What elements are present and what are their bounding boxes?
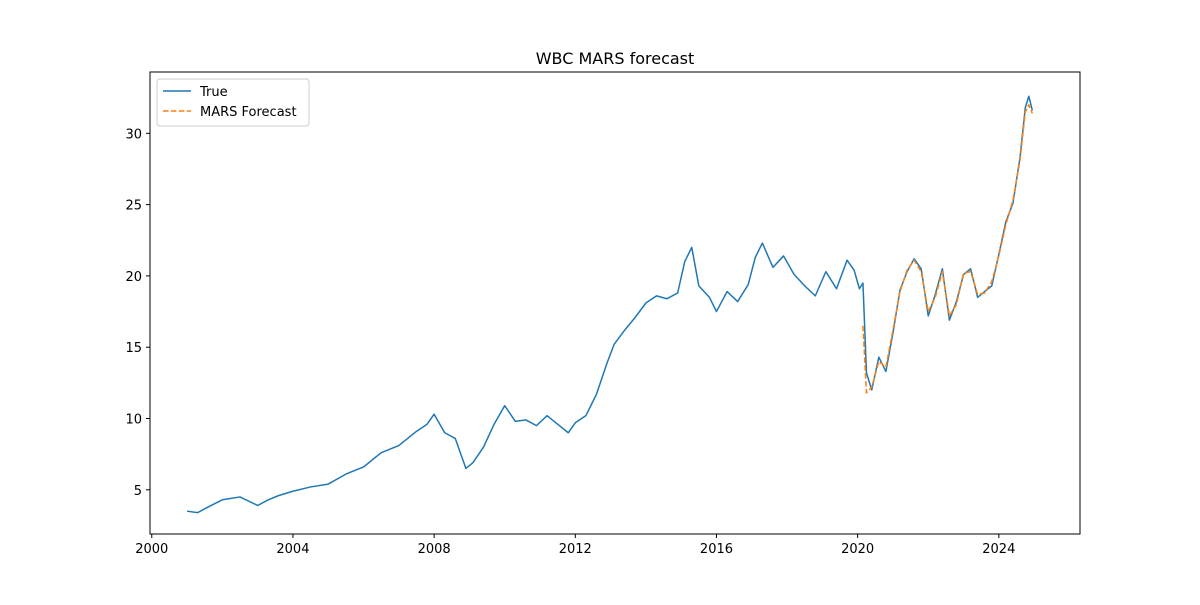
y-tick-label: 30 xyxy=(125,127,142,142)
y-tick-label: 20 xyxy=(125,270,142,285)
legend: True MARS Forecast xyxy=(156,78,310,127)
x-tick-label: 2000 xyxy=(135,542,168,557)
x-tick-label: 2016 xyxy=(700,542,733,557)
y-axis: 5 10 15 20 25 30 xyxy=(125,127,150,499)
x-tick-label: 2008 xyxy=(418,542,451,557)
legend-label-mars-forecast: MARS Forecast xyxy=(200,105,297,120)
legend-label-true: True xyxy=(199,85,228,100)
legend-box xyxy=(156,78,310,127)
y-tick-label: 5 xyxy=(134,484,142,499)
y-tick-label: 15 xyxy=(125,341,142,356)
plot-area xyxy=(186,95,1034,514)
plot-frame xyxy=(149,71,1081,535)
x-tick-label: 2020 xyxy=(841,542,874,557)
series-line-true xyxy=(186,95,1034,514)
x-tick-label: 2012 xyxy=(559,542,592,557)
y-tick-label: 25 xyxy=(125,199,142,214)
series-layer xyxy=(186,95,1034,514)
chart-title: WBC MARS forecast xyxy=(536,49,695,68)
x-axis: 2000 2004 2008 2012 2016 2020 2024 xyxy=(135,534,1015,557)
y-tick-label: 10 xyxy=(125,413,142,428)
x-tick-label: 2024 xyxy=(982,542,1015,557)
x-tick-label: 2004 xyxy=(276,542,309,557)
series-line-mars-forecast xyxy=(862,104,1034,394)
